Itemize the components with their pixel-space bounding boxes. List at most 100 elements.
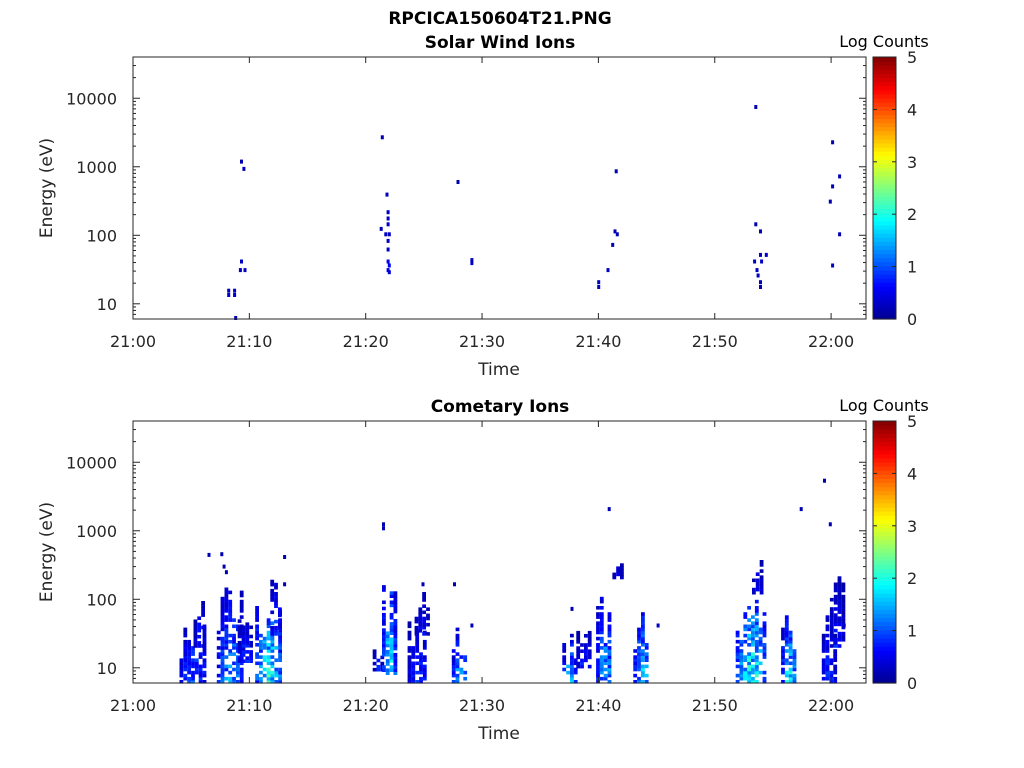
- heatmap-cell: [641, 633, 645, 638]
- heatmap-cell: [194, 661, 199, 666]
- x-tick-label: 21:40: [575, 696, 621, 715]
- heatmap-cell: [387, 232, 391, 237]
- heatmap-cell: [612, 572, 617, 577]
- heatmap-cell: [270, 588, 275, 593]
- heatmap-cell: [754, 630, 759, 635]
- heatmap-cell: [187, 676, 191, 681]
- heatmap-cell: [220, 602, 225, 607]
- heatmap-cell: [228, 590, 233, 595]
- heatmap-cell: [754, 222, 758, 227]
- heatmap-cell: [596, 612, 600, 616]
- heatmap-cell: [418, 607, 423, 611]
- heatmap-cell: [228, 633, 233, 638]
- heatmap-cell: [228, 680, 233, 684]
- heatmap-cell: [739, 639, 744, 644]
- heatmap-cell: [379, 226, 383, 231]
- heatmap-cell: [407, 670, 412, 675]
- heatmap-cell: [788, 643, 793, 647]
- heatmap-cell: [393, 665, 398, 669]
- heatmap-cell: [455, 639, 460, 644]
- heatmap-cell: [599, 670, 604, 675]
- heatmap-cell: [183, 658, 188, 662]
- heatmap-cell: [278, 607, 282, 611]
- heatmap-cell: [637, 649, 641, 653]
- heatmap-cell: [389, 659, 394, 663]
- colorbar-segment: [873, 314, 896, 320]
- heatmap-cell: [570, 664, 574, 669]
- heatmap-cell: [747, 618, 751, 622]
- heatmap-cell: [266, 646, 271, 650]
- heatmap-cell: [637, 658, 641, 662]
- colorbar-segment: [873, 666, 896, 672]
- heatmap-cell: [187, 667, 191, 672]
- heatmap-cell: [239, 667, 244, 672]
- heatmap-cell: [641, 655, 645, 659]
- heatmap-cell: [382, 522, 385, 527]
- heatmap-cell: [228, 599, 233, 604]
- heatmap-cell: [781, 636, 785, 641]
- colorbar-segment: [873, 81, 896, 87]
- heatmap-cell: [599, 596, 604, 601]
- heatmap-cell: [641, 615, 645, 619]
- heatmap-cell: [781, 652, 785, 656]
- heatmap-cell: [393, 631, 398, 635]
- heatmap-cell: [829, 644, 834, 648]
- heatmap-cell: [239, 673, 244, 678]
- heatmap-cell: [415, 661, 420, 666]
- heatmap-cell: [758, 661, 763, 666]
- heatmap-cell: [570, 680, 574, 684]
- heatmap-cell: [792, 673, 797, 678]
- heatmap-cell: [382, 634, 386, 638]
- heatmap-cell: [644, 652, 649, 656]
- heatmap-cell: [781, 649, 785, 653]
- colorbar-cometary: 0 1 2 3 4 5: [872, 412, 917, 693]
- heatmap-cell: [743, 676, 748, 681]
- heatmap-cell: [386, 210, 390, 215]
- heatmap-cell: [380, 661, 385, 666]
- heatmap-cell: [266, 655, 271, 659]
- colorbar-segment: [873, 224, 896, 230]
- heatmap-cell: [426, 622, 430, 627]
- heatmap-cell: [187, 664, 191, 669]
- heatmap-cell: [833, 652, 838, 656]
- heatmap-cell: [751, 670, 755, 675]
- heatmap-cell: [228, 649, 233, 653]
- heatmap-cell: [841, 594, 846, 599]
- heatmap-cell: [262, 673, 267, 678]
- heatmap-cell: [179, 670, 184, 675]
- heatmap-cell: [641, 652, 645, 656]
- heatmap-cell: [821, 649, 826, 653]
- heatmap-cell: [451, 673, 456, 678]
- heatmap-cell: [407, 664, 412, 669]
- y-tick-label: 100: [86, 226, 117, 245]
- heatmap-cell: [576, 664, 581, 669]
- heatmap-cell: [616, 572, 620, 577]
- heatmap-cell: [232, 618, 236, 622]
- heatmap-cell: [197, 641, 202, 645]
- heatmap-cell: [743, 658, 748, 662]
- heatmap-cell: [418, 619, 423, 624]
- heatmap-cell: [576, 630, 581, 635]
- heatmap-cell: [411, 670, 416, 675]
- heatmap-cell: [576, 646, 581, 650]
- heatmap-cell: [422, 592, 426, 596]
- heatmap-cell: [637, 661, 641, 666]
- heatmap-cell: [415, 639, 420, 644]
- heatmap-cell: [788, 649, 793, 653]
- heatmap-cell: [240, 259, 243, 264]
- colorbar-segment: [873, 576, 896, 582]
- heatmap-cell: [596, 621, 600, 625]
- heatmap-cell: [612, 575, 617, 580]
- heatmap-cell: [262, 646, 267, 650]
- heatmap-cell: [382, 643, 386, 648]
- heatmap-cell: [758, 670, 763, 675]
- heatmap-cell: [833, 619, 838, 624]
- heatmap-cell: [270, 632, 275, 636]
- heatmap-cell: [236, 661, 240, 666]
- heatmap-cell: [224, 587, 229, 592]
- colorbar-segment: [873, 568, 896, 574]
- heatmap-cell: [228, 676, 233, 681]
- heatmap-cell: [274, 585, 278, 590]
- heatmap-cell: [239, 680, 244, 684]
- heatmap-cell: [829, 670, 834, 675]
